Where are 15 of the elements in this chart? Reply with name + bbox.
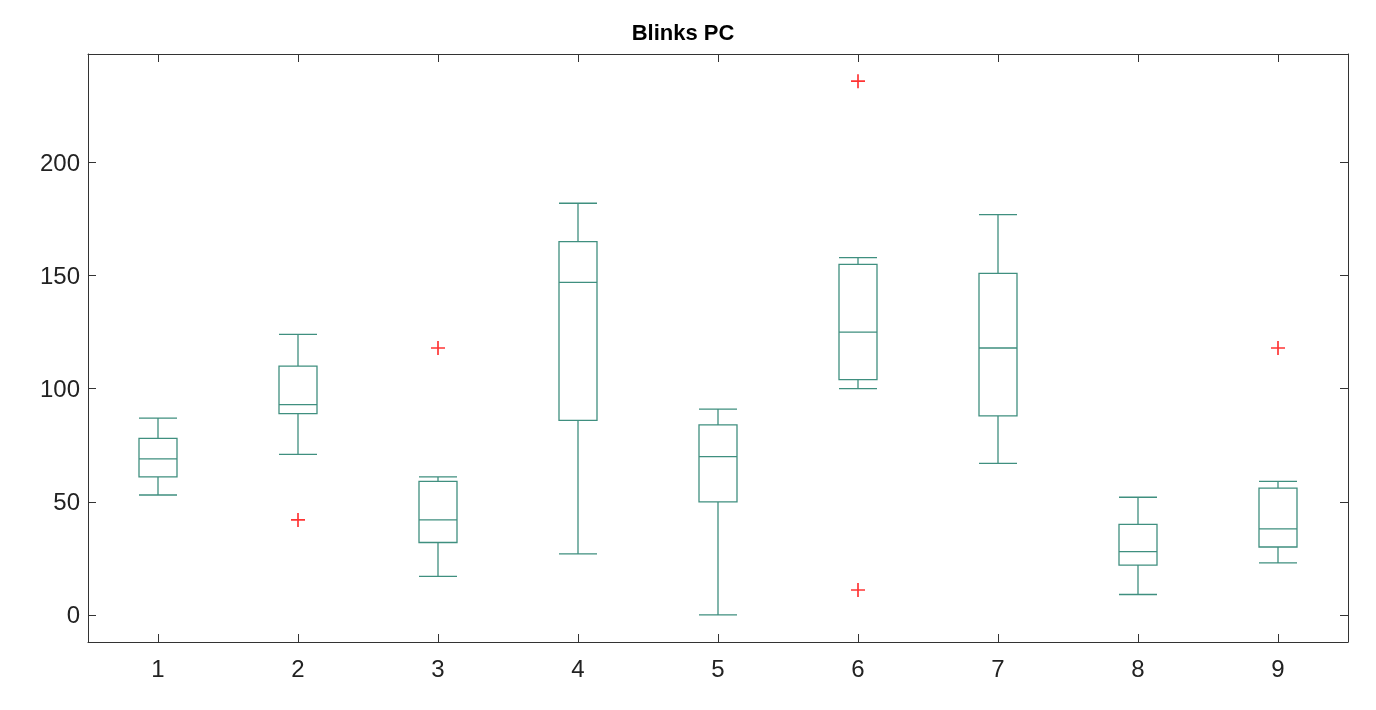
x-tick-label: 2	[291, 654, 305, 682]
y-tick-label: 100	[39, 375, 80, 403]
y-tick-label: 0	[66, 601, 80, 629]
x-tick-label: 3	[431, 654, 445, 682]
x-tick-label: 8	[1131, 654, 1145, 682]
y-tick-label: 150	[39, 262, 80, 290]
x-tick-label: 9	[1271, 654, 1285, 682]
y-tick-label: 200	[39, 149, 80, 177]
x-tick-label: 6	[851, 654, 865, 682]
x-tick-label: 4	[571, 654, 585, 682]
x-tick-label: 1	[151, 654, 165, 682]
x-tick-label: 7	[991, 654, 1005, 682]
x-tick-label: 5	[711, 654, 725, 682]
y-tick-label: 50	[53, 488, 80, 516]
chart-title: Blinks PC	[631, 19, 735, 45]
